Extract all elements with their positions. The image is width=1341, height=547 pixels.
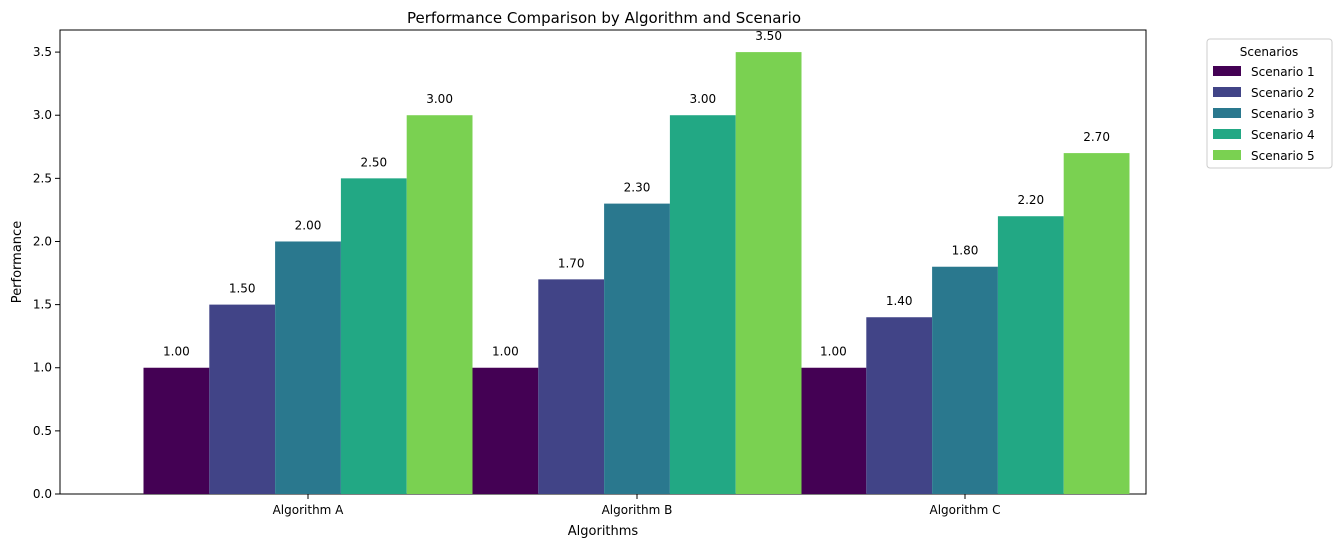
data-label: 1.70	[558, 256, 585, 270]
legend-swatch	[1213, 66, 1241, 76]
data-label: 1.50	[229, 282, 256, 296]
legend-swatch	[1213, 108, 1241, 118]
y-tick-label: 0.0	[33, 487, 52, 501]
legend-label: Scenario 2	[1251, 86, 1315, 100]
data-label: 1.40	[886, 294, 913, 308]
legend-label: Scenario 4	[1251, 128, 1315, 142]
chart-title: Performance Comparison by Algorithm and …	[407, 9, 801, 27]
bar-scenario-4-algorithm-c	[997, 216, 1064, 495]
bar-scenario-2-algorithm-a	[209, 304, 276, 494]
y-axis: 0.0 0.5 1.0 1.5 2.0 2.5 3.0 3.5	[33, 45, 60, 501]
data-label: 3.00	[689, 92, 716, 106]
bar-scenario-3-algorithm-b	[604, 203, 670, 495]
bar-scenario-5-algorithm-b	[735, 52, 802, 494]
bar-scenario-4-algorithm-a	[340, 178, 407, 494]
y-tick-label: 3.5	[33, 45, 52, 59]
legend-swatch	[1213, 129, 1241, 139]
bar-scenario-5-algorithm-c	[1063, 153, 1130, 494]
legend-label: Scenario 3	[1251, 107, 1315, 121]
legend-label: Scenario 5	[1251, 149, 1315, 163]
bar-scenario-3-algorithm-a	[275, 241, 341, 494]
y-axis-label: Performance	[10, 221, 25, 303]
bar-scenario-4-algorithm-b	[669, 115, 736, 494]
x-axis: Algorithm A Algorithm B Algorithm C	[273, 494, 1001, 517]
data-label: 2.30	[624, 181, 651, 195]
y-tick-label: 2.0	[33, 234, 52, 248]
y-tick-label: 2.5	[33, 171, 52, 185]
x-tick-label: Algorithm A	[273, 503, 345, 517]
data-labels-group: 1.00 1.00 1.00 1.50 1.70 1.40 2.00 2.30 1.80 2.50…	[163, 29, 1110, 359]
x-tick-label: Algorithm C	[930, 503, 1001, 517]
data-label: 1.80	[952, 244, 979, 258]
legend-swatch	[1213, 87, 1241, 97]
legend-items: Scenario 1 Scenario 2 Scenario 3 Scenario 4…	[1213, 65, 1315, 163]
legend-title: Scenarios	[1240, 45, 1298, 59]
y-tick-label: 0.5	[33, 424, 52, 438]
data-label: 1.00	[820, 345, 847, 359]
bar-scenario-2-algorithm-b	[538, 279, 605, 494]
data-label: 2.70	[1083, 130, 1110, 144]
legend-label: Scenario 1	[1251, 65, 1315, 79]
y-tick-label: 1.0	[33, 361, 52, 375]
data-label: 1.00	[492, 345, 519, 359]
x-tick-label: Algorithm B	[602, 503, 673, 517]
bars-group	[143, 52, 1130, 495]
bar-scenario-2-algorithm-c	[866, 317, 933, 494]
y-tick-label: 3.0	[33, 108, 52, 122]
bar-scenario-5-algorithm-a	[406, 115, 473, 494]
data-label: 3.00	[426, 92, 453, 106]
bar-scenario-1-algorithm-b	[472, 367, 539, 494]
y-tick-label: 1.5	[33, 298, 52, 312]
data-label: 1.00	[163, 345, 190, 359]
bar-scenario-1-algorithm-c	[800, 367, 867, 494]
x-axis-label: Algorithms	[568, 524, 639, 539]
data-label: 2.50	[360, 155, 387, 169]
bar-scenario-1-algorithm-a	[143, 367, 210, 494]
legend: Scenarios Scenario 1 Scenario 2 Scenario 3…	[1206, 38, 1333, 169]
bar-scenario-3-algorithm-c	[932, 266, 998, 494]
data-label: 2.20	[1017, 193, 1044, 207]
data-label: 2.00	[295, 218, 322, 232]
legend-swatch	[1213, 150, 1241, 160]
data-label: 3.50	[755, 29, 782, 43]
